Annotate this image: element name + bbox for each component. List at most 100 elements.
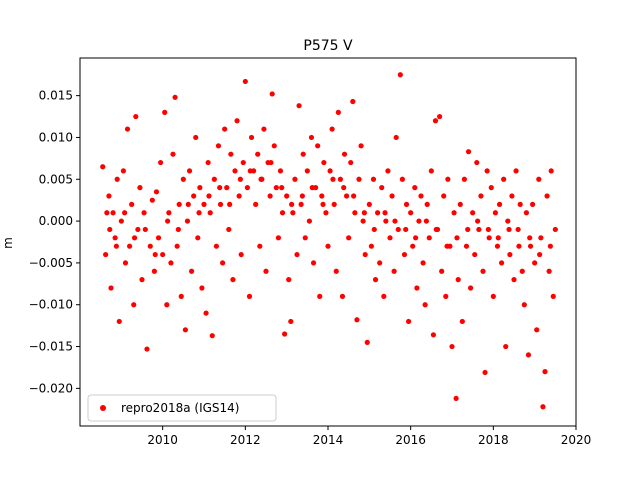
data-point xyxy=(453,395,459,401)
data-point xyxy=(155,235,162,241)
data-point xyxy=(432,118,439,124)
data-point xyxy=(186,168,193,174)
data-point xyxy=(152,251,158,258)
data-point xyxy=(360,218,366,224)
data-point xyxy=(330,176,336,182)
data-point xyxy=(269,91,275,97)
data-point xyxy=(403,201,410,207)
data-point xyxy=(496,201,503,207)
data-point xyxy=(263,268,269,274)
data-point xyxy=(184,218,191,224)
data-point xyxy=(124,126,131,132)
data-point xyxy=(103,251,109,258)
data-point xyxy=(279,210,286,216)
data-point xyxy=(454,235,460,241)
data-point xyxy=(403,226,409,233)
data-point xyxy=(416,218,422,224)
data-point xyxy=(463,243,470,249)
y-tick-label: 0.015 xyxy=(39,89,73,103)
data-point xyxy=(523,210,530,216)
data-point xyxy=(507,251,513,258)
data-point xyxy=(139,277,145,283)
data-point xyxy=(112,235,118,241)
data-point xyxy=(323,210,329,216)
data-point xyxy=(255,151,261,157)
data-point xyxy=(552,226,558,233)
data-point xyxy=(116,318,122,325)
data-point xyxy=(414,285,420,291)
data-point xyxy=(151,268,157,274)
data-point xyxy=(509,193,515,199)
data-point xyxy=(165,218,171,224)
data-point xyxy=(341,151,348,157)
data-point xyxy=(513,168,519,174)
data-point xyxy=(461,176,467,182)
data-point xyxy=(142,226,148,233)
data-point xyxy=(370,176,377,182)
data-point xyxy=(426,235,432,241)
data-point xyxy=(104,210,110,216)
data-point xyxy=(465,149,472,155)
data-point xyxy=(230,277,236,283)
data-point xyxy=(379,185,385,191)
y-tick-label: 0.010 xyxy=(39,130,73,144)
data-point xyxy=(350,98,356,105)
data-point xyxy=(546,268,552,274)
y-tick-label: 0.000 xyxy=(39,214,73,228)
data-point xyxy=(302,235,308,241)
data-point xyxy=(478,193,484,199)
data-point xyxy=(457,201,463,207)
data-point xyxy=(175,226,181,233)
legend-box xyxy=(87,394,277,422)
data-point xyxy=(371,226,377,233)
data-point xyxy=(253,201,259,207)
data-point xyxy=(476,226,482,233)
data-point xyxy=(113,243,119,249)
data-point xyxy=(320,201,326,207)
data-point xyxy=(296,103,302,109)
data-point xyxy=(158,159,164,166)
data-point xyxy=(306,218,312,224)
data-point xyxy=(185,201,191,207)
data-point xyxy=(387,235,393,241)
data-point xyxy=(366,201,372,207)
data-point xyxy=(389,193,395,199)
data-point xyxy=(455,277,461,283)
data-point xyxy=(149,197,155,203)
data-point xyxy=(160,251,166,258)
data-point xyxy=(335,109,341,115)
data-point xyxy=(525,352,532,358)
data-point xyxy=(547,243,553,249)
data-point xyxy=(412,185,418,191)
data-point xyxy=(290,210,296,216)
data-point xyxy=(271,143,277,149)
data-point xyxy=(170,151,176,157)
data-point xyxy=(381,293,387,299)
data-point xyxy=(358,143,364,149)
data-point xyxy=(199,285,205,291)
data-point xyxy=(195,235,201,241)
data-point xyxy=(206,193,212,199)
data-point xyxy=(133,113,139,120)
data-point xyxy=(544,193,550,199)
data-point xyxy=(237,176,243,182)
data-point xyxy=(418,193,424,199)
data-point xyxy=(236,193,242,199)
data-point xyxy=(527,243,534,249)
data-point xyxy=(356,176,362,182)
data-point xyxy=(176,201,182,207)
data-point xyxy=(420,260,426,266)
data-point xyxy=(422,302,428,308)
data-point xyxy=(238,251,244,258)
data-point xyxy=(232,168,238,174)
data-point xyxy=(275,235,281,241)
data-point xyxy=(352,210,358,216)
data-point xyxy=(506,226,512,233)
data-point xyxy=(331,201,337,207)
data-point xyxy=(178,293,184,299)
x-axis-ticks: 2010 2012 2014 2016 2018 2020 xyxy=(147,426,591,447)
y-tick-label: −0.020 xyxy=(29,381,73,395)
data-point xyxy=(408,210,414,216)
data-point xyxy=(207,210,213,216)
data-point xyxy=(382,210,388,216)
